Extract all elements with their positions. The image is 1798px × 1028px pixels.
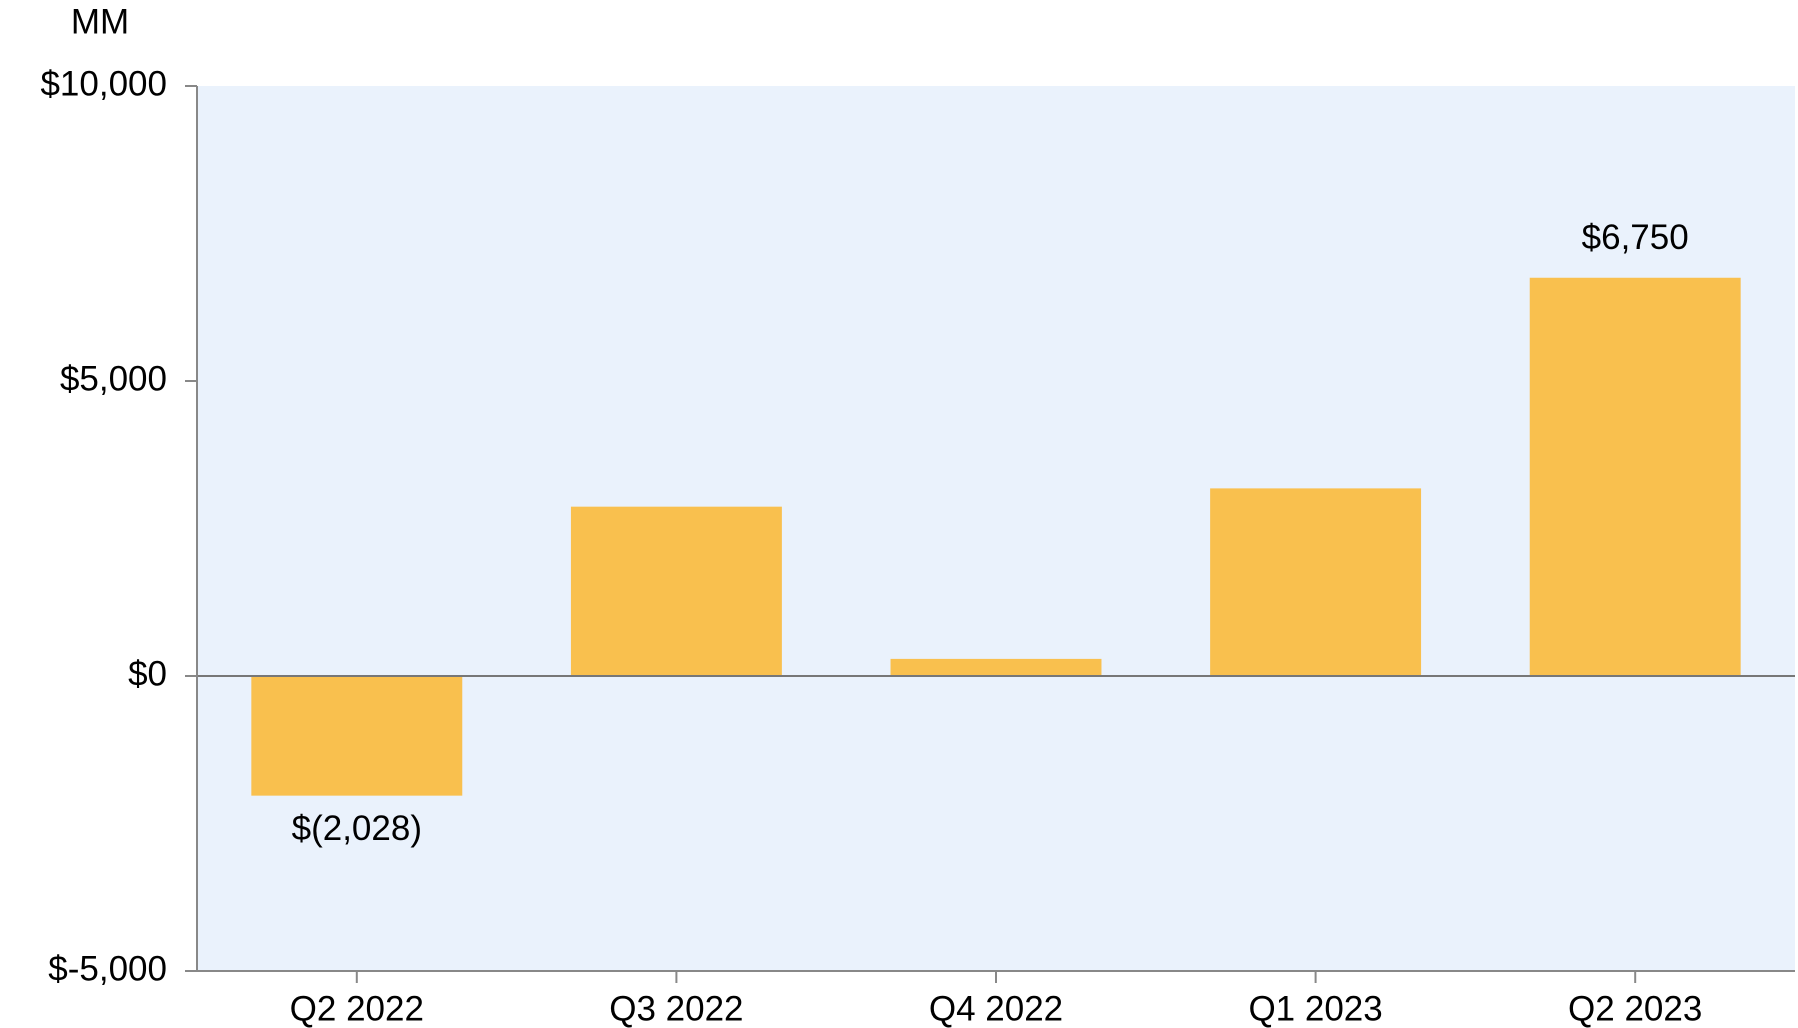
y-tick-label: $10,000 bbox=[40, 64, 167, 103]
x-tick-label: Q2 2022 bbox=[290, 989, 424, 1028]
plot-area bbox=[197, 86, 1795, 971]
x-tick-label: Q3 2022 bbox=[609, 989, 743, 1028]
data-label: $(2,028) bbox=[292, 809, 422, 848]
bar bbox=[1529, 277, 1741, 676]
x-tick-label: Q4 2022 bbox=[929, 989, 1063, 1028]
data-label: $6,750 bbox=[1582, 218, 1689, 257]
bar bbox=[1210, 488, 1422, 676]
bar bbox=[251, 676, 463, 796]
x-tick-label: Q1 2023 bbox=[1248, 989, 1382, 1028]
y-tick-label: $0 bbox=[128, 654, 167, 693]
y-axis-label: MM bbox=[71, 2, 129, 41]
x-tick-label: Q2 2023 bbox=[1568, 989, 1702, 1028]
bar bbox=[570, 506, 782, 676]
bar bbox=[890, 658, 1102, 676]
y-tick-label: $-5,000 bbox=[48, 949, 167, 988]
y-tick-label: $5,000 bbox=[60, 359, 167, 398]
